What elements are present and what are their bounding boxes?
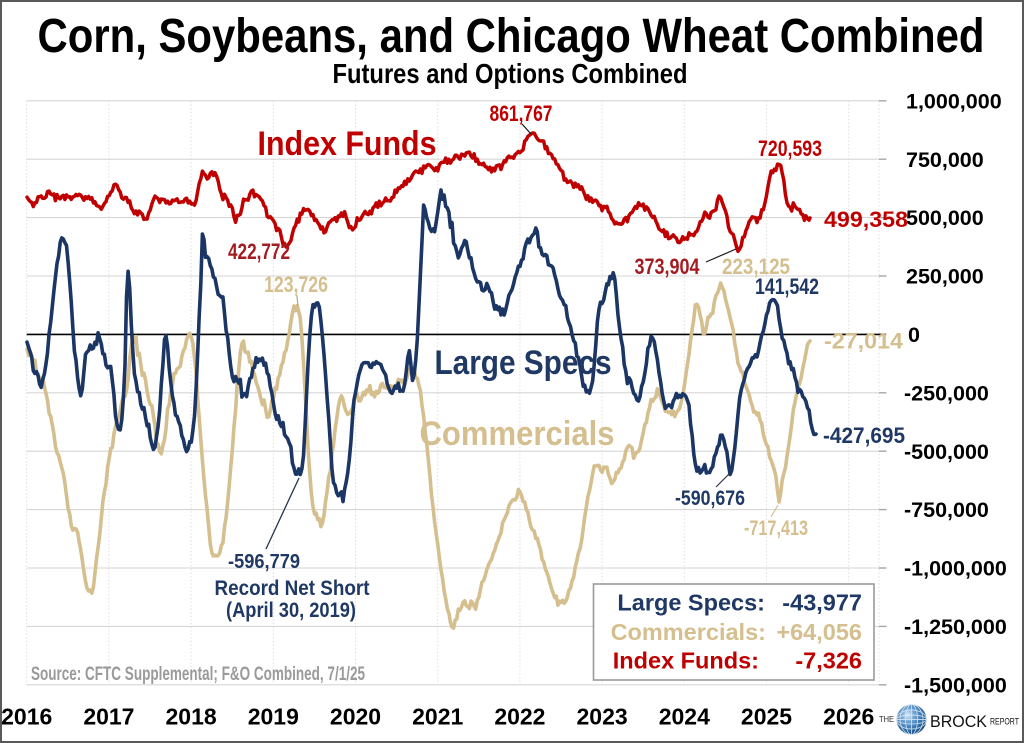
svg-text:-7,326: -7,326 (795, 648, 862, 674)
svg-text:123,726: 123,726 (264, 272, 328, 297)
svg-text:Source: CFTC Supplemental; F&O: Source: CFTC Supplemental; F&O Combined,… (31, 664, 365, 685)
svg-text:861,767: 861,767 (490, 101, 553, 126)
svg-text:422,772: 422,772 (228, 239, 290, 264)
svg-text:Index Funds:: Index Funds: (613, 648, 759, 674)
svg-text:750,000: 750,000 (906, 148, 984, 172)
svg-text:REPORT: REPORT (990, 717, 1019, 727)
svg-text:Record Net Short: Record Net Short (215, 577, 370, 600)
svg-text:373,904: 373,904 (635, 254, 701, 279)
svg-text:2017: 2017 (83, 704, 134, 730)
svg-text:Commercials: Commercials (420, 415, 615, 453)
svg-text:-43,977: -43,977 (782, 590, 862, 616)
svg-text:Large Specs:: Large Specs: (617, 590, 765, 616)
svg-text:2021: 2021 (412, 704, 463, 730)
svg-text:+64,056: +64,056 (776, 619, 862, 645)
svg-text:2023: 2023 (577, 704, 628, 730)
svg-text:250,000: 250,000 (906, 265, 984, 289)
svg-text:Futures and Options Combined: Futures and Options Combined (333, 58, 688, 89)
svg-text:-1,500,000: -1,500,000 (904, 673, 1007, 697)
svg-text:-590,676: -590,676 (675, 487, 745, 510)
svg-text:2026: 2026 (823, 704, 874, 730)
svg-text:223,125: 223,125 (722, 254, 790, 279)
svg-text:2018: 2018 (166, 704, 217, 730)
svg-text:-500,000: -500,000 (904, 440, 989, 464)
svg-text:1,000,000: 1,000,000 (906, 89, 1002, 113)
svg-text:-1,000,000: -1,000,000 (904, 557, 1007, 581)
svg-text:-596,779: -596,779 (228, 551, 300, 573)
svg-text:2020: 2020 (330, 704, 381, 730)
svg-text:(April 30, 2019): (April 30, 2019) (226, 599, 356, 622)
svg-text:2024: 2024 (659, 704, 710, 730)
svg-text:2016: 2016 (1, 704, 52, 730)
svg-text:BROCK: BROCK (930, 712, 988, 731)
svg-text:499,358: 499,358 (824, 207, 908, 232)
svg-text:-250,000: -250,000 (904, 381, 989, 405)
svg-text:500,000: 500,000 (906, 206, 984, 230)
svg-text:2025: 2025 (741, 704, 792, 730)
svg-text:Index Funds: Index Funds (258, 125, 437, 163)
svg-text:THE: THE (879, 714, 894, 724)
svg-text:Commercials:: Commercials: (611, 619, 766, 645)
svg-text:141,542: 141,542 (755, 274, 819, 299)
svg-text:2019: 2019 (248, 704, 299, 730)
svg-text:-750,000: -750,000 (904, 498, 989, 522)
svg-text:0: 0 (908, 323, 920, 347)
svg-text:-717,413: -717,413 (744, 517, 808, 540)
svg-text:2022: 2022 (494, 704, 545, 730)
svg-text:720,593: 720,593 (758, 136, 822, 161)
svg-text:Large Specs: Large Specs (435, 344, 612, 382)
svg-text:-27,014: -27,014 (824, 329, 904, 354)
svg-text:-427,695: -427,695 (823, 423, 905, 448)
svg-text:Corn, Soybeans, and Chicago Wh: Corn, Soybeans, and Chicago Wheat Combin… (38, 10, 985, 63)
svg-text:-1,250,000: -1,250,000 (904, 615, 1007, 639)
